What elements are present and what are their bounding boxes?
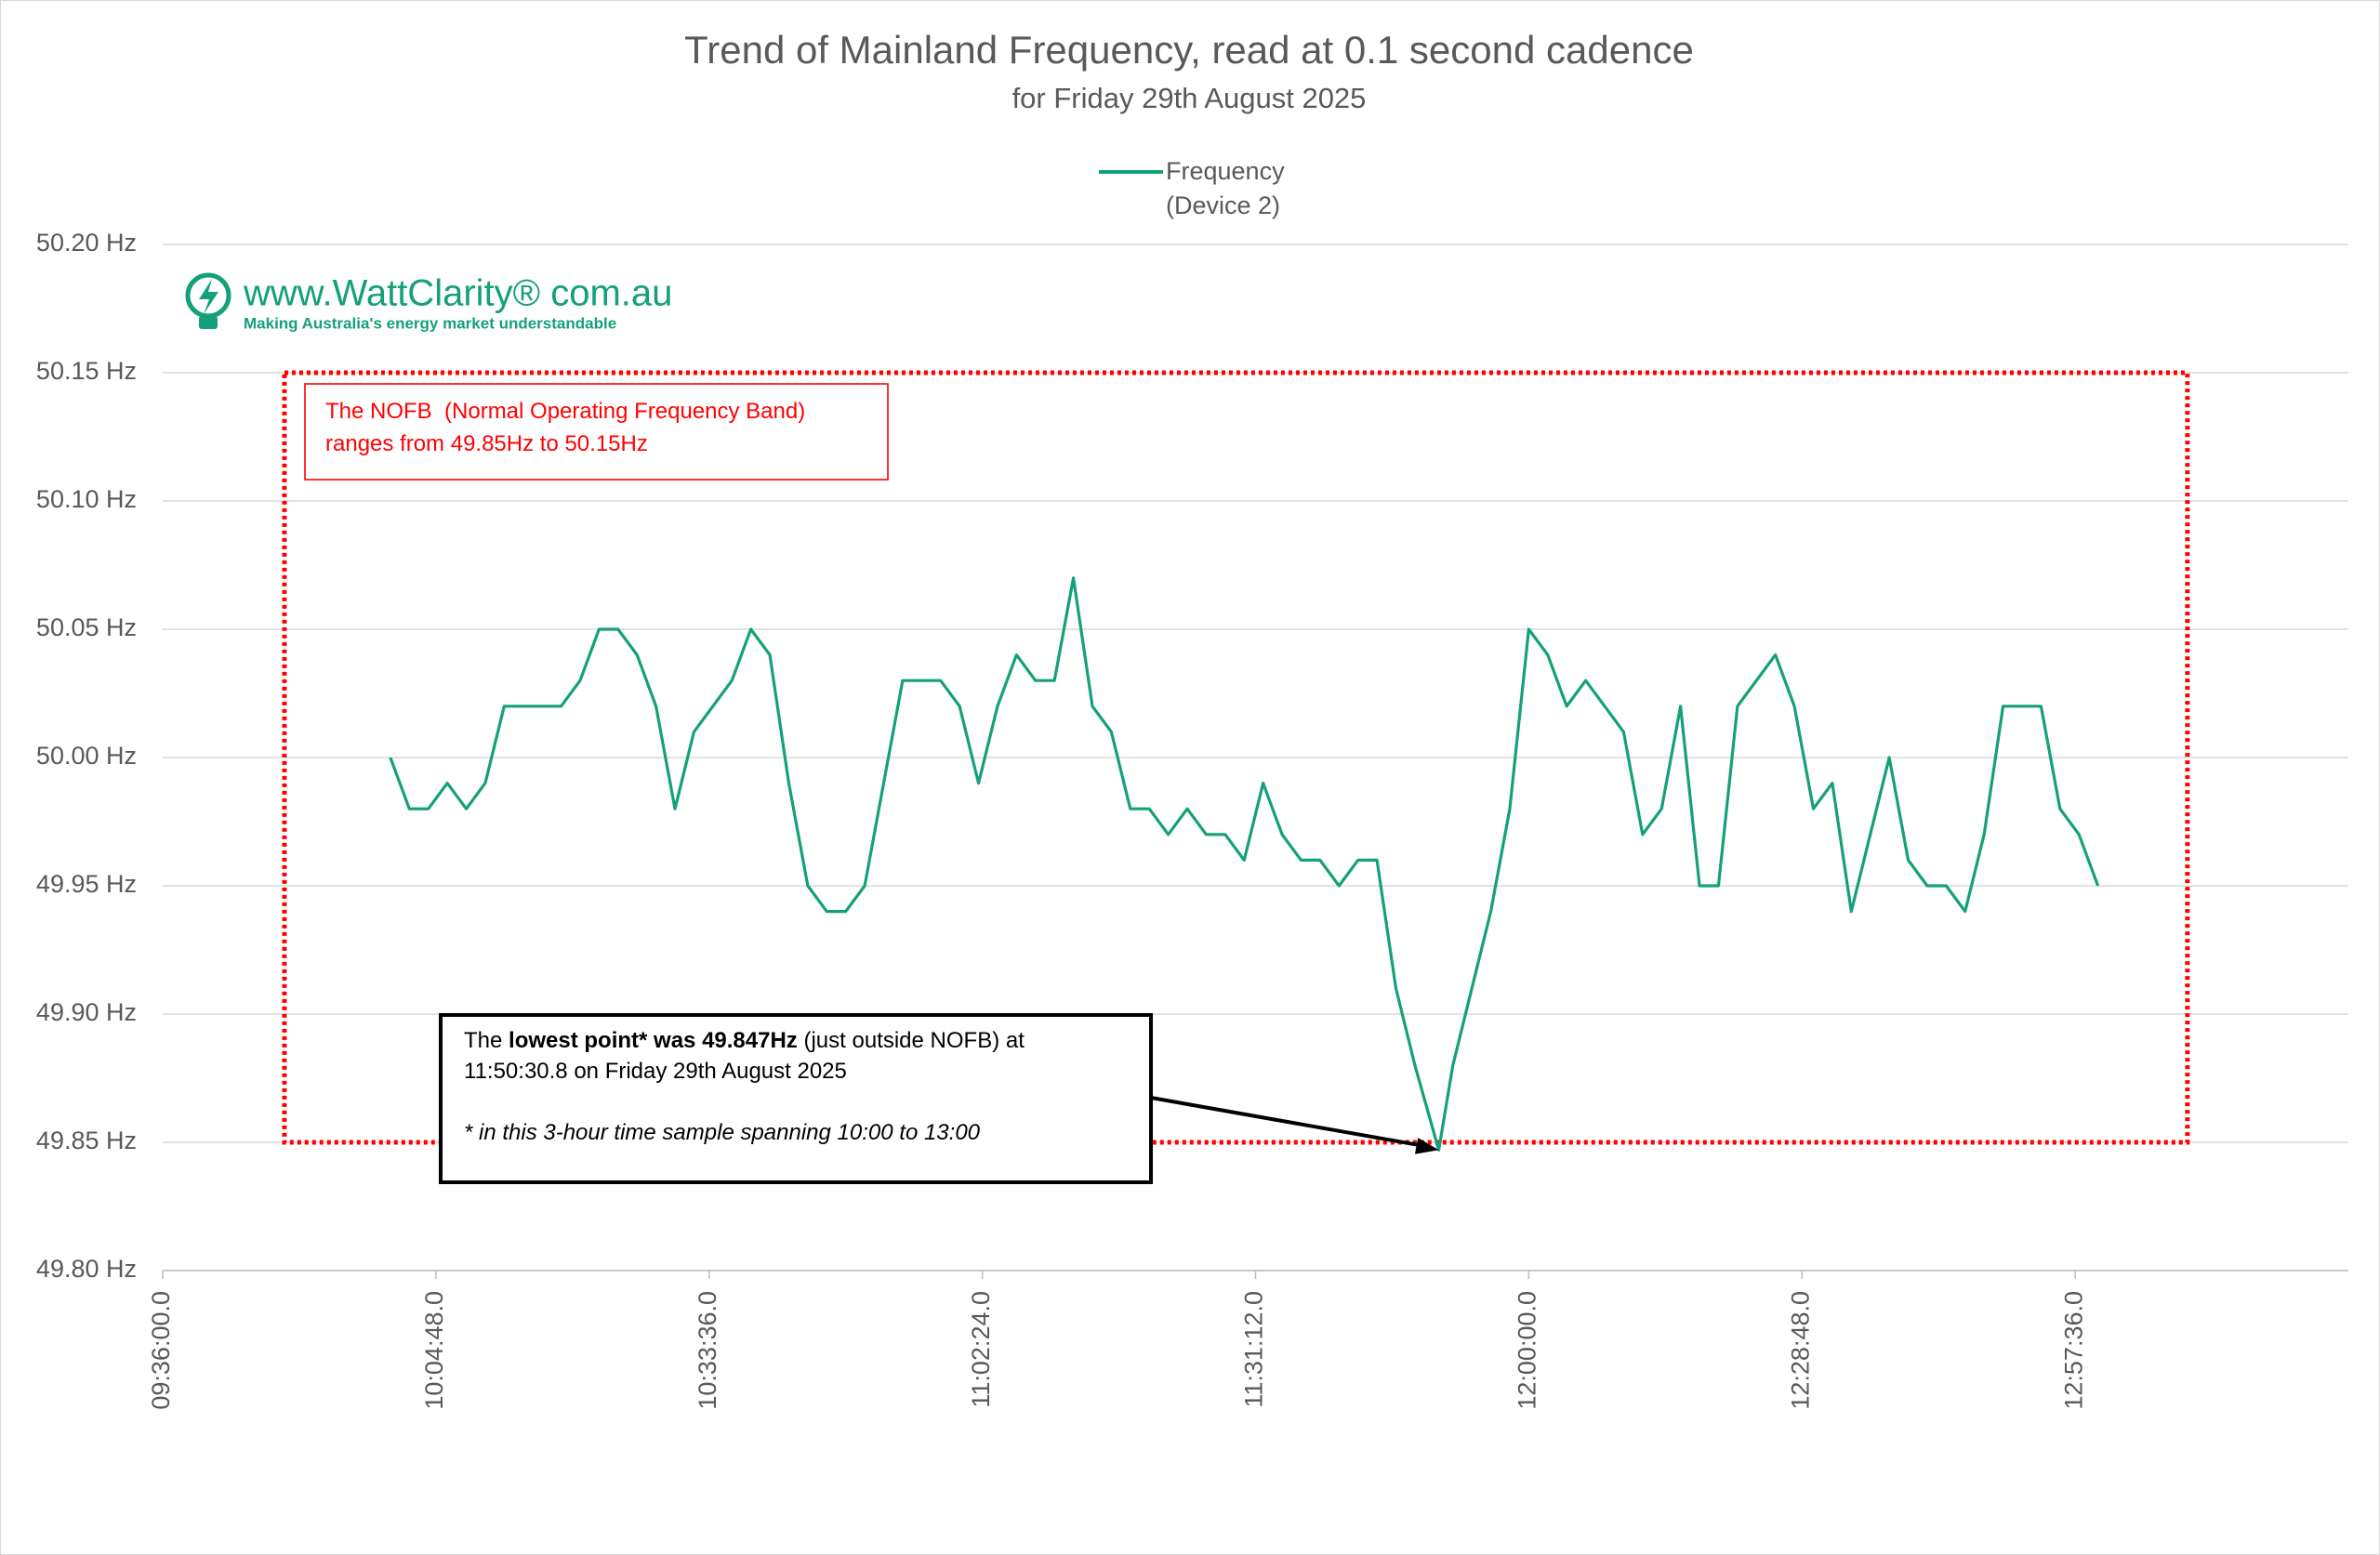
chart-title: Trend of Mainland Frequency, read at 0.1… [684, 28, 1694, 72]
chart-subtitle: for Friday 29th August 2025 [1012, 82, 1367, 114]
x-tick-label: 10:33:36.0 [694, 1291, 721, 1410]
logo-bolt [199, 279, 218, 314]
x-tick-label: 12:28:48.0 [1786, 1291, 1814, 1410]
x-tick-label: 12:57:36.0 [2059, 1291, 2087, 1410]
legend-label: Frequency (Device 2) [1166, 157, 1285, 219]
y-tick-label: 50.05 Hz [36, 613, 137, 641]
annotation-part: lowest point* was 49.847Hz [509, 1028, 798, 1053]
watermark-site: www.WattClarity® com.au [243, 273, 672, 314]
watermark: www.WattClarity® com.au Making Australia… [185, 272, 672, 332]
x-tick-label: 11:31:12.0 [1240, 1291, 1268, 1408]
y-tick-label: 50.00 Hz [36, 742, 137, 770]
y-tick-label: 49.80 Hz [36, 1255, 137, 1283]
nofb-band [282, 370, 2190, 1145]
y-tick-label: 49.85 Hz [36, 1127, 137, 1154]
x-tick-label: 11:02:24.0 [967, 1291, 995, 1408]
annotation-arrowhead [1414, 1138, 1439, 1154]
y-tick-label: 50.15 Hz [36, 357, 137, 385]
watermark-tagline: Making Australia's energy market underst… [244, 314, 616, 332]
y-tick-label: 49.95 Hz [36, 870, 137, 898]
annotation-part: The [464, 1028, 509, 1053]
x-tick-label: 12:00:00.0 [1514, 1291, 1541, 1410]
y-tick-label: 50.20 Hz [36, 229, 137, 257]
annotation-box [439, 1013, 1153, 1184]
data-line [389, 576, 2100, 1152]
annotation-arrow [1150, 1096, 1426, 1149]
y-tick-label: 49.90 Hz [36, 998, 137, 1026]
nofb-label-box [304, 383, 889, 481]
nofb-label-area: The NOFB (Normal Operating Frequency Ban… [325, 399, 812, 456]
annotation-area: The lowest point* was 49.847Hz (just out… [464, 1025, 1124, 1145]
annotation-part: (just outside NOFB) at 11:50:30.8 on Fri… [464, 1028, 1031, 1084]
nofb-label: The NOFB (Normal Operating Frequency Ban… [325, 399, 812, 456]
legend-box: Frequency (Device 2) [1166, 157, 1285, 219]
x-tick-label: 10:04:48.0 [420, 1291, 448, 1410]
annotation-text: The lowest point* was 49.847Hz (just out… [464, 1025, 1124, 1087]
x-tick-label: 09:36:00.0 [147, 1291, 175, 1410]
annotation-note: * in this 3-hour time sample spanning 10… [464, 1120, 981, 1145]
y-tick-label: 50.10 Hz [36, 485, 137, 513]
logo-bulb-base [199, 316, 218, 329]
